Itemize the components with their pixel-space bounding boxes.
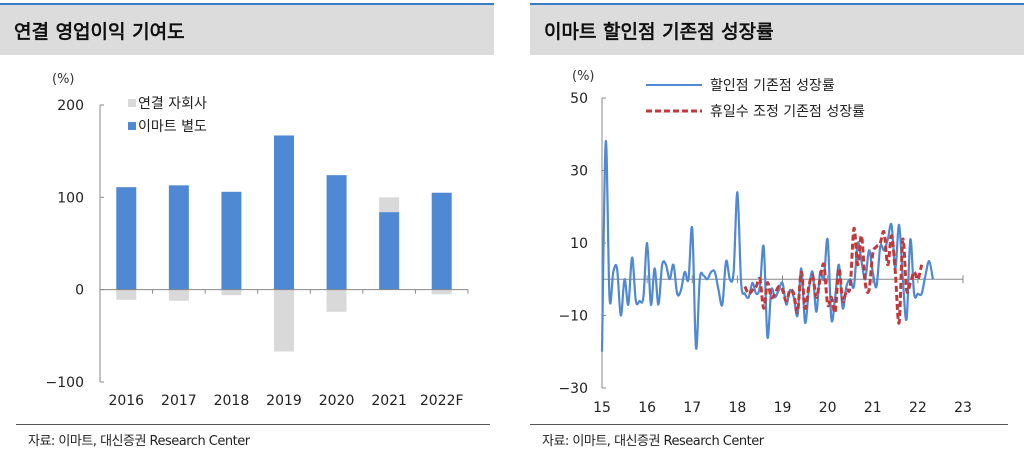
legend-label: 휴일수 조정 기존점 성장률 xyxy=(710,104,865,120)
bar-emart xyxy=(116,187,137,290)
right-source: 자료: 이마트, 대신증권 Research Center xyxy=(542,434,764,449)
bar-emart xyxy=(168,185,189,290)
y-tick-label: −30 xyxy=(558,381,588,397)
legend-label: 할인점 기존점 성장률 xyxy=(710,78,835,94)
y-tick-label: 200 xyxy=(57,98,84,114)
legend-swatch xyxy=(128,99,136,107)
bar-emart xyxy=(431,192,452,290)
x-tick-label: 17 xyxy=(683,400,701,416)
x-tick-label: 18 xyxy=(728,400,746,416)
series-line-holiday-adjusted xyxy=(743,226,924,325)
y-tick-label: 50 xyxy=(570,91,588,107)
left-title-bar: 연결 영업이익 기여도 xyxy=(0,3,494,55)
legend-swatch xyxy=(128,122,136,130)
bar-emart xyxy=(379,212,400,290)
bar-subsidiary xyxy=(168,289,189,301)
bar-emart xyxy=(326,175,347,290)
x-tick-label: 16 xyxy=(638,400,656,416)
y-tick-label: 100 xyxy=(57,190,84,206)
x-tick-label: 2016 xyxy=(108,393,144,409)
y-axis-unit: (%) xyxy=(52,72,75,87)
x-tick-label: 23 xyxy=(954,400,972,416)
left-source: 자료: 이마트, 대신증권 Research Center xyxy=(28,434,250,449)
y-tick-label: −10 xyxy=(558,309,588,325)
x-tick-label: 2021 xyxy=(371,393,407,409)
legend-label: 이마트 별도 xyxy=(138,119,207,135)
x-tick-label: 2020 xyxy=(319,393,355,409)
line-chart: (%) 50 30 10 −10 −30 15 16 17 18 19 20 21 22 23 할인점 기존점… xyxy=(558,69,972,416)
bar-chart: (%) 200 100 0 −100 2016 2017 2018 2019 2020 2021 20… xyxy=(46,72,469,409)
x-tick-label: 2019 xyxy=(266,393,302,409)
left-chart-title: 연결 영업이익 기여도 xyxy=(14,21,185,43)
x-tick-label: 22 xyxy=(909,400,927,416)
x-tick-label: 15 xyxy=(593,400,611,416)
y-tick-label: −100 xyxy=(46,375,84,391)
right-chart-title: 이마트 할인점 기존점 성장률 xyxy=(544,21,774,43)
bar-emart xyxy=(221,191,242,290)
x-tick-label: 21 xyxy=(864,400,882,416)
x-tick-label: 2017 xyxy=(161,393,197,409)
legend-label: 연결 자회사 xyxy=(138,96,207,112)
bar-subsidiary xyxy=(379,197,400,213)
right-panel: 이마트 할인점 기존점 성장률 (%) 50 30 10 −10 −30 15 16 17 18 1… xyxy=(530,0,1024,449)
bar-emart xyxy=(274,135,294,290)
series-line-same-store xyxy=(600,140,934,352)
x-tick-label: 2022F xyxy=(420,393,464,409)
bar-subsidiary xyxy=(116,289,137,300)
right-title-bar: 이마트 할인점 기존점 성장률 xyxy=(530,3,1024,55)
y-tick-label: 0 xyxy=(75,283,84,299)
divider xyxy=(16,424,490,425)
x-tick-label: 20 xyxy=(819,400,837,416)
bar-subsidiary xyxy=(326,289,347,312)
x-tick-label: 2018 xyxy=(214,393,250,409)
bar-subsidiary xyxy=(221,289,242,296)
bar-subsidiary xyxy=(431,289,452,295)
y-axis-unit: (%) xyxy=(572,69,595,84)
left-panel: 연결 영업이익 기여도 (%) 200 100 0 −100 2016 2017 2018 20… xyxy=(0,0,494,449)
y-tick-label: 30 xyxy=(570,164,588,180)
y-tick-label: 10 xyxy=(570,236,588,252)
divider xyxy=(530,424,1008,425)
bar-subsidiary xyxy=(274,289,294,352)
x-tick-label: 19 xyxy=(774,400,792,416)
